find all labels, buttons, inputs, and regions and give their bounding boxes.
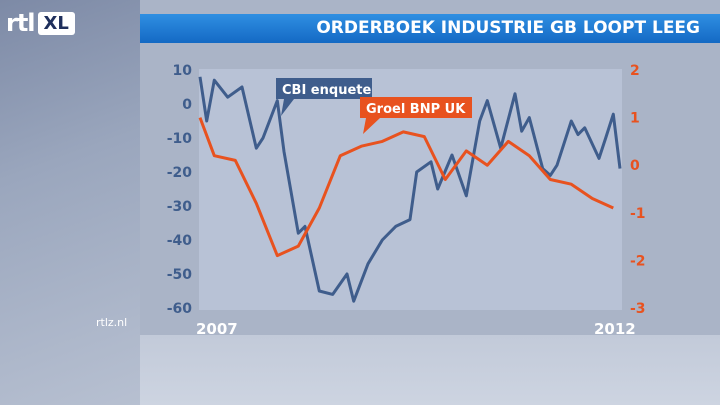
right-axis-tick-label: -1	[630, 206, 646, 222]
callout-cbi-text: CBI enquete	[282, 83, 371, 98]
callout-cbi-box	[276, 78, 372, 116]
source-label: rtlz.nl	[96, 316, 128, 329]
logo-rtl-text: rtl	[6, 9, 36, 37]
series-line-cbi	[198, 76, 622, 303]
right-axis-tick-label: -2	[630, 253, 646, 269]
left-axis-tick-label: -10	[167, 131, 193, 147]
right-axis-tick-label: -3	[630, 301, 646, 317]
right-axis-tick-label: 0	[630, 158, 640, 174]
title-bar: ORDERBOEK INDUSTRIE GB LOOPT LEEG	[140, 14, 720, 43]
x-start-label: 2007	[196, 320, 238, 338]
logo-xl-badge: XL	[37, 11, 75, 35]
callout-bnp-box	[360, 97, 472, 134]
series-line-bnp	[198, 117, 614, 258]
right-axis-ticks: 2 1 0 -1 -2 -3	[630, 63, 646, 317]
left-axis-tick-label: 10	[173, 63, 193, 79]
left-axis-tick-label: 0	[182, 97, 192, 113]
right-axis-tick-label: 1	[630, 111, 640, 127]
left-axis-tick-label: -40	[167, 233, 193, 249]
left-background-panel	[0, 0, 140, 405]
left-axis-tick-label: -30	[167, 199, 193, 215]
callout-bnp: Groel BNP UK	[360, 97, 472, 134]
callout-cbi: CBI enquete	[276, 78, 372, 116]
callout-bnp-text: Groel BNP UK	[366, 102, 466, 117]
chart-title: ORDERBOEK INDUSTRIE GB LOOPT LEEG	[316, 18, 700, 38]
x-end-label: 2012	[594, 320, 636, 338]
left-axis-ticks: 10 0 -10 -20 -30 -40 -50 -60	[167, 63, 193, 317]
left-axis-tick-label: -50	[167, 267, 193, 283]
bottom-background-strip	[140, 335, 720, 405]
left-axis-tick-label: -20	[167, 165, 193, 181]
rtl-xl-logo: rtl XL	[6, 8, 75, 38]
left-axis-tick-label: -60	[167, 301, 193, 317]
right-axis-tick-label: 2	[630, 63, 640, 79]
